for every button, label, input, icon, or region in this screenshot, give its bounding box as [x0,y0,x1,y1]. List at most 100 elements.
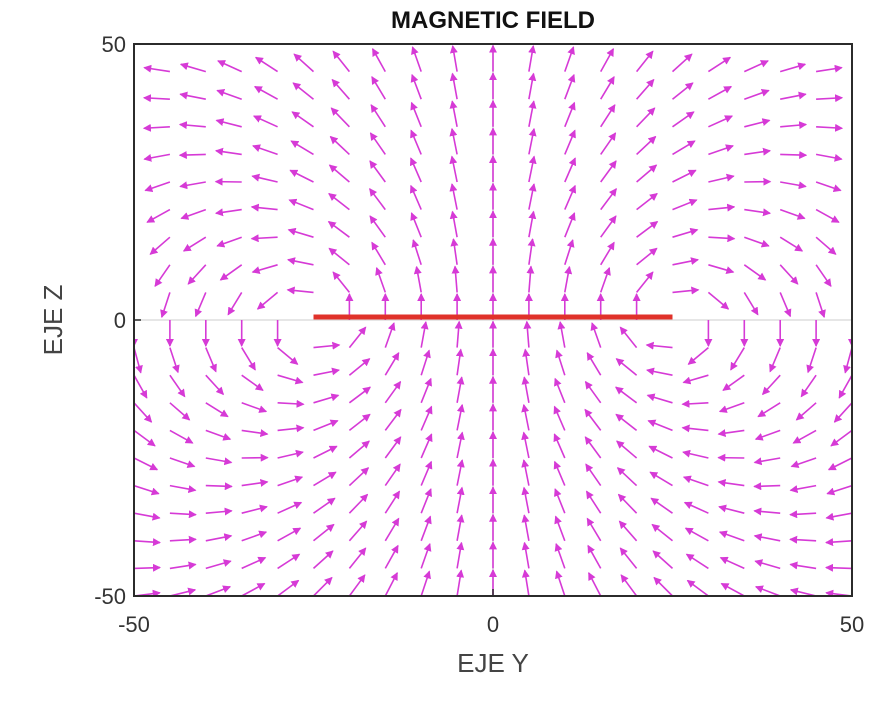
field-arrow [636,135,657,155]
field-arrow [332,271,351,293]
field-arrow [564,265,573,293]
field-arrow [134,182,135,183]
field-arrow [169,484,197,493]
field-arrow [371,241,386,266]
field-arrow [375,266,387,293]
field-arrow [178,121,206,130]
field-arrow [328,164,350,183]
field-arrow [169,374,186,398]
field-arrow [600,241,615,266]
field-arrow [636,44,638,45]
field-arrow [169,587,197,596]
field-arrow [851,70,852,72]
field-arrow [584,408,602,431]
field-arrow [143,153,171,162]
field-arrow [409,157,422,183]
field-arrow [779,264,799,285]
field-arrow [456,541,465,569]
field-arrow [672,140,696,156]
field-arrow [652,550,674,569]
field-arrow [789,561,817,570]
field-arrow [287,227,314,238]
field-arrow [178,150,206,159]
field-arrow [528,183,537,210]
field-arrow [215,118,242,128]
field-arrow [205,482,233,491]
field-arrow [289,169,314,183]
field-arrow [523,320,532,348]
field-arrow [815,236,837,255]
field-arrow [672,111,695,128]
field-arrow [370,104,386,128]
field-arrow [254,56,279,73]
field-arrow [685,553,709,570]
field-arrow [851,99,852,101]
field-arrow [744,89,770,100]
field-arrow [134,264,135,267]
field-arrow [241,402,268,413]
field-arrow [528,44,537,72]
field-arrow [616,467,638,487]
field-arrow [182,236,207,252]
field-arrow [348,493,369,514]
field-arrow [584,436,602,459]
field-arrow [636,192,658,211]
field-arrow [521,541,530,569]
field-arrow [456,486,465,514]
field-arrow [851,292,852,296]
field-arrow [454,320,463,348]
field-arrow [241,556,267,570]
field-arrow [718,402,745,413]
field-arrow [779,292,792,318]
field-arrow [252,144,278,156]
field-arrow [555,349,566,376]
field-arrow [554,377,566,404]
x-tick-label: -50 [118,612,150,637]
field-arrow [645,341,673,350]
field-arrow [528,155,537,183]
field-arrow [384,380,402,404]
field-arrow [331,78,351,100]
field-arrow [384,436,402,459]
field-arrow [348,547,367,569]
field-arrow [618,520,638,542]
field-arrow [219,264,243,281]
field-arrow [180,208,207,220]
field-arrow [187,264,207,285]
field-arrow [744,236,770,248]
field-arrow [553,460,566,486]
field-arrow [761,374,781,396]
field-arrow [521,514,530,541]
field-arrow [708,234,736,243]
field-arrow [647,419,673,432]
field-arrow [411,46,422,72]
field-arrow [203,44,206,45]
field-arrow [216,236,242,248]
y-tick-label: 0 [114,308,126,333]
field-arrow [313,497,336,514]
field-arrow [205,429,232,441]
field-arrow [815,64,843,73]
field-arrow [253,85,278,100]
field-arrow [600,104,616,128]
field-arrow [586,517,602,542]
field-arrow [371,48,386,72]
field-arrow [687,346,709,365]
field-arrow [800,374,817,398]
field-arrow [590,322,602,348]
field-arrow [554,542,566,569]
field-arrow [636,247,658,266]
field-arrow [600,132,617,155]
field-arrow [754,585,781,596]
field-arrow [779,208,806,220]
field-arrow [205,457,233,466]
field-arrow [277,501,303,514]
field-arrow [779,62,807,73]
field-arrow [600,160,617,183]
field-arrow [585,490,602,514]
field-arrow [420,405,433,431]
field-arrow [816,123,844,132]
field-arrow [757,402,781,418]
field-arrow [227,291,243,316]
field-arrow [825,538,852,547]
